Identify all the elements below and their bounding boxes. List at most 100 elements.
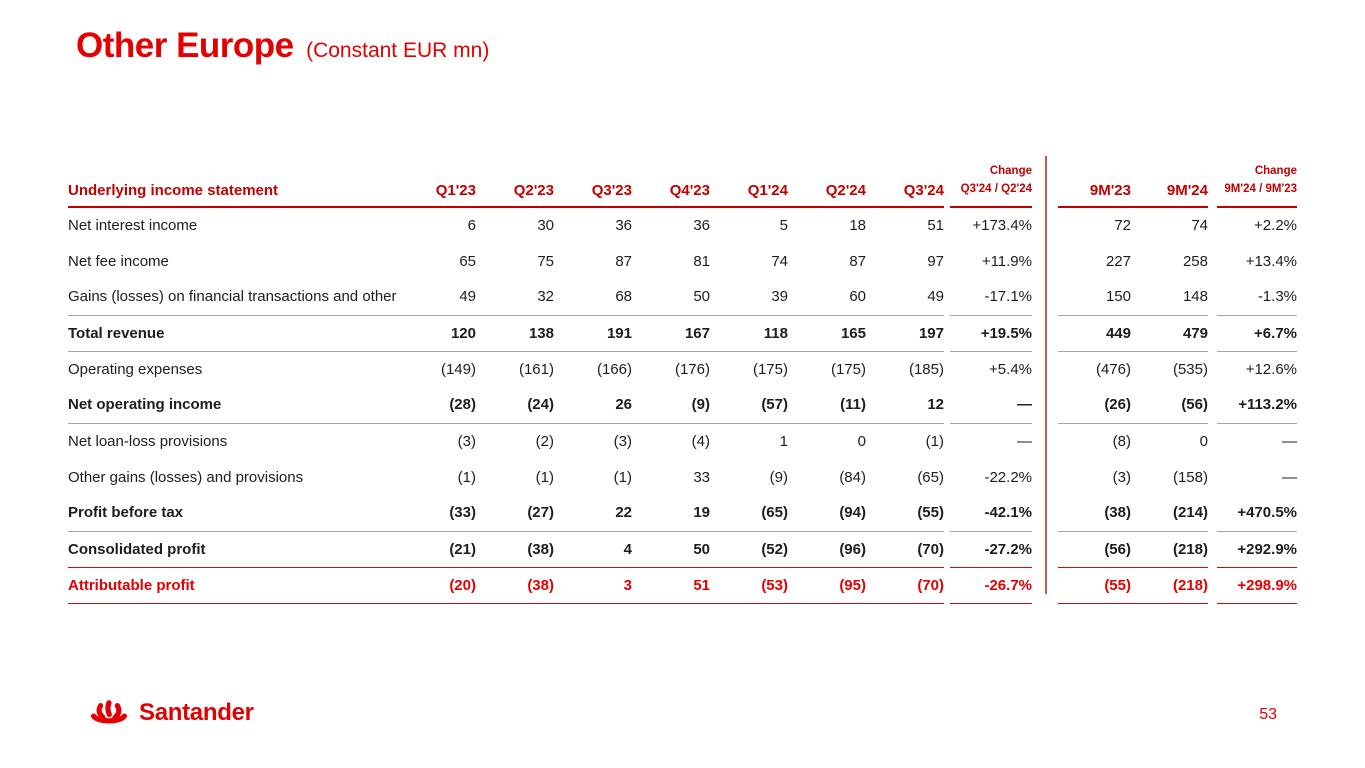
header-quarter: Q2'23 xyxy=(476,153,554,208)
cell-quarter-value: (55) xyxy=(866,495,944,532)
row-label: Net operating income xyxy=(68,387,398,424)
cell-change-quarter: -22.2% xyxy=(984,468,1032,486)
cell-quarter-value: (94) xyxy=(788,495,866,532)
cell-change-quarter: -17.1% xyxy=(950,279,1032,316)
cell-nine-month-value: (476) xyxy=(1095,360,1131,378)
row-label: Gains (losses) on financial transactions… xyxy=(68,279,398,316)
cell-quarter-value: 50 xyxy=(632,531,710,568)
cell-quarter-value: (70) xyxy=(866,531,944,568)
cell-quarter-value: 3 xyxy=(554,567,632,604)
header-change-nine-month: Change 9M'24 / 9M'23 xyxy=(1217,153,1297,208)
table-row: Net fee income 65 75 87 81 74 87 97 +11.9% 227 258… xyxy=(68,243,1297,279)
header-quarter: Q3'23 xyxy=(554,153,632,208)
cell-gap xyxy=(1208,531,1217,567)
cell-change-quarter: -27.2% xyxy=(950,531,1032,568)
cell-gap xyxy=(1208,243,1217,279)
cell-quarter-value: (57) xyxy=(710,387,788,424)
cell-quarter-value: 18 xyxy=(849,217,866,234)
cell-nine-month-value: (8) xyxy=(1112,432,1131,450)
cell-gap xyxy=(1208,279,1217,315)
table-row: Gains (losses) on financial transactions… xyxy=(68,279,1297,316)
cell-change-nine-month: — xyxy=(1282,432,1297,450)
cell-change-nine-month: +13.4% xyxy=(1245,252,1297,270)
cell-quarter-value: (95) xyxy=(788,567,866,604)
santander-wordmark: Santander xyxy=(139,699,254,726)
cell-nine-month-value: 150 xyxy=(1058,279,1131,316)
cell-nine-month-value: 227 xyxy=(1105,252,1131,270)
header-quarter: Q3'24 xyxy=(866,153,944,208)
cell-quarter-value: (149) xyxy=(440,360,476,378)
cell-quarter-value: 167 xyxy=(632,315,710,352)
cell-gap xyxy=(1208,315,1217,351)
cell-quarter-value: 39 xyxy=(710,279,788,316)
cell-quarter-value: 4 xyxy=(554,531,632,568)
cell-quarter-value: 19 xyxy=(632,495,710,532)
cell-quarter-value: (33) xyxy=(398,495,476,532)
cell-nine-month-value: (56) xyxy=(1058,531,1131,568)
cell-gap xyxy=(1208,207,1217,243)
cell-nine-month-value: (218) xyxy=(1131,531,1208,568)
cell-change-nine-month: +113.2% xyxy=(1217,387,1297,424)
row-label: Operating expenses xyxy=(68,360,203,378)
cell-gap xyxy=(1208,351,1217,387)
cell-quarter-value: 75 xyxy=(537,252,554,270)
header-nine-month: 9M'23 xyxy=(1058,153,1131,208)
cell-quarter-value: 50 xyxy=(632,279,710,316)
cell-quarter-value: 22 xyxy=(554,495,632,532)
row-label: Net fee income xyxy=(68,252,169,270)
cell-quarter-value: (2) xyxy=(535,432,554,450)
cell-quarter-value: (53) xyxy=(710,567,788,604)
cell-quarter-value: 165 xyxy=(788,315,866,352)
cell-change-nine-month: — xyxy=(1282,468,1297,486)
cell-quarter-value: (65) xyxy=(917,468,944,486)
table-row: Consolidated profit (21) (38) 4 50 (52) (96) (7… xyxy=(68,531,1297,568)
cell-quarter-value: 51 xyxy=(632,567,710,604)
cell-change-nine-month: +298.9% xyxy=(1217,567,1297,604)
cell-quarter-value: 191 xyxy=(554,315,632,352)
table-vertical-divider xyxy=(1045,156,1047,594)
cell-quarter-value: 33 xyxy=(693,468,710,486)
cell-quarter-value: 87 xyxy=(849,252,866,270)
page-title: Other Europe (Constant EUR mn) xyxy=(76,26,489,66)
cell-nine-month-value: (3) xyxy=(1112,468,1131,486)
cell-quarter-value: (84) xyxy=(839,468,866,486)
row-label: Other gains (losses) and provisions xyxy=(68,468,304,486)
table-row: Other gains (losses) and provisions (1) (1… xyxy=(68,459,1297,495)
cell-quarter-value: (175) xyxy=(752,360,788,378)
cell-change-nine-month: +2.2% xyxy=(1254,217,1297,234)
cell-quarter-value: 6 xyxy=(467,217,476,234)
cell-quarter-value: (161) xyxy=(518,360,554,378)
cell-quarter-value: (1) xyxy=(925,432,944,450)
cell-quarter-value: 0 xyxy=(857,432,866,450)
cell-nine-month-value: (26) xyxy=(1058,387,1131,424)
cell-quarter-value: 26 xyxy=(554,387,632,424)
table-row: Net loan-loss provisions (3) (2) (3) (4) 1 0 (1… xyxy=(68,423,1297,459)
table-row: Operating expenses (149) (161) (166) (176) (1… xyxy=(68,351,1297,387)
cell-change-nine-month: +470.5% xyxy=(1217,495,1297,532)
cell-nine-month-value: (38) xyxy=(1058,495,1131,532)
cell-change-nine-month: +12.6% xyxy=(1245,360,1297,378)
cell-quarter-value: 49 xyxy=(398,279,476,316)
cell-quarter-value: (38) xyxy=(476,531,554,568)
cell-change-quarter: +19.5% xyxy=(950,315,1032,352)
cell-quarter-value: 120 xyxy=(398,315,476,352)
cell-change-quarter: — xyxy=(950,387,1032,424)
flame-icon xyxy=(90,700,128,724)
cell-change-quarter: — xyxy=(1017,432,1032,450)
income-statement-table: Underlying income statement Q1'23 Q2'23 Q3'… xyxy=(68,153,1297,604)
header-label: Underlying income statement xyxy=(68,153,398,208)
cell-quarter-value: (1) xyxy=(535,468,554,486)
cell-nine-month-value: (218) xyxy=(1131,567,1208,604)
cell-quarter-value: 49 xyxy=(866,279,944,316)
cell-quarter-value: 68 xyxy=(554,279,632,316)
cell-quarter-value: (3) xyxy=(457,432,476,450)
header-quarter: Q2'24 xyxy=(788,153,866,208)
cell-nine-month-value: 0 xyxy=(1199,432,1208,450)
cell-quarter-value: (27) xyxy=(476,495,554,532)
table-row: Net interest income 6 30 36 36 5 18 51 +173.4% 72… xyxy=(68,207,1297,243)
cell-change-quarter: +173.4% xyxy=(972,217,1032,234)
cell-quarter-value: 197 xyxy=(866,315,944,352)
cell-change-nine-month: -1.3% xyxy=(1217,279,1297,316)
cell-quarter-value: (28) xyxy=(398,387,476,424)
